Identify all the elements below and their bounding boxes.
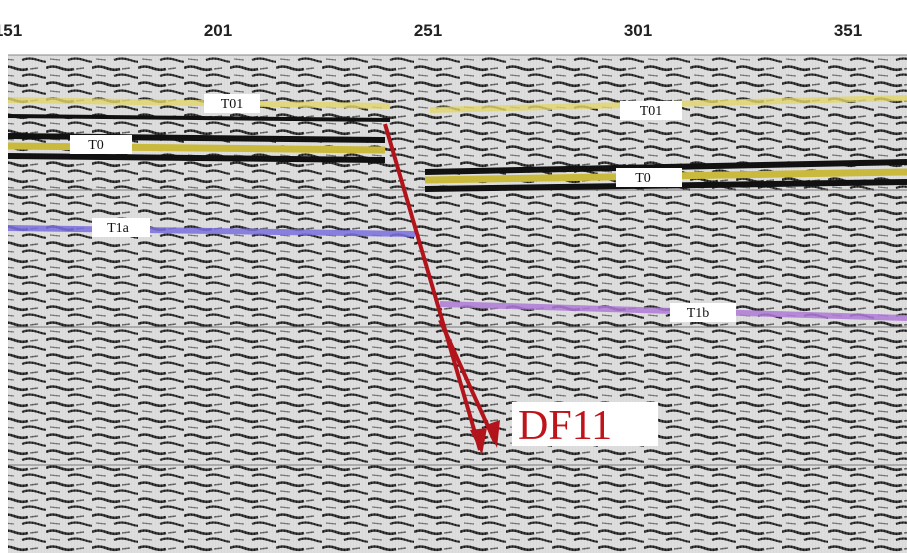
horizon-label: T0 xyxy=(88,138,104,153)
horizon-label: T1a xyxy=(107,221,130,236)
horizon-label: T0 xyxy=(635,171,651,186)
horizon-label: T01 xyxy=(221,97,244,112)
trace-label: 301 xyxy=(624,21,652,40)
horizon-label: T01 xyxy=(640,104,663,119)
trace-label: 351 xyxy=(834,21,862,40)
trace-label: 151 xyxy=(0,21,22,40)
trace-label: 201 xyxy=(204,21,232,40)
seismic-section: 151 201 251 301 351 T01 T01 T0 T0 T1a T xyxy=(0,0,907,553)
fault-label: DF11 xyxy=(518,403,612,449)
horizon-label: T1b xyxy=(687,306,710,321)
trace-label: 251 xyxy=(414,21,442,40)
